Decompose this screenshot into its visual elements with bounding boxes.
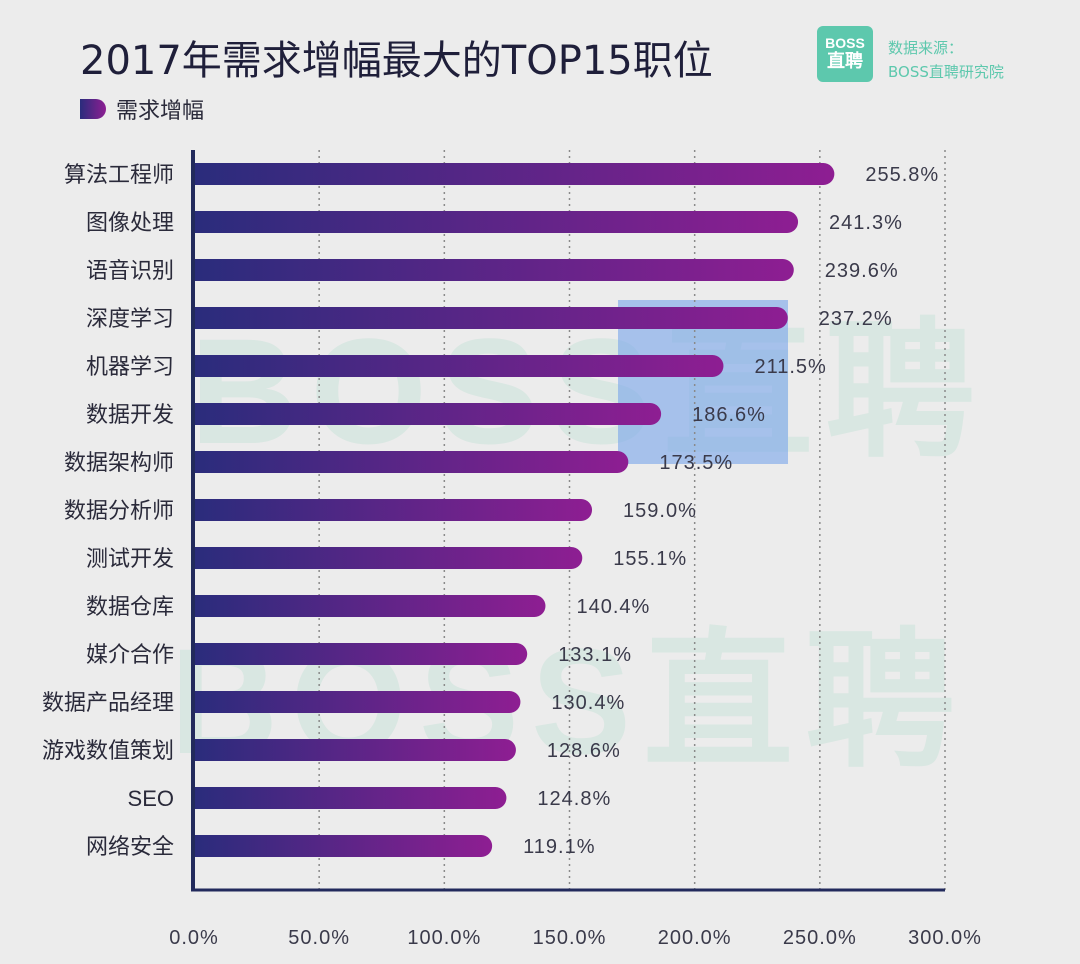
bar (194, 403, 662, 425)
bar (194, 547, 583, 569)
x-tick-label: 100.0% (407, 927, 481, 949)
x-tick-label: 0.0% (169, 927, 219, 949)
bar (194, 451, 629, 473)
value-label: 133.1% (558, 644, 632, 666)
category-label: 图像处理 (86, 210, 174, 235)
legend: 需求增幅 (80, 94, 204, 124)
source-label: 数据来源： (888, 39, 964, 57)
category-label: 数据开发 (86, 402, 174, 427)
category-label: 算法工程师 (64, 162, 174, 187)
bar (194, 307, 788, 329)
value-label: 241.3% (829, 212, 903, 234)
value-label: 186.6% (692, 404, 766, 426)
category-label: 媒介合作 (86, 642, 174, 667)
bar (194, 595, 546, 617)
data-source: 数据来源： BOSS直聘研究院 (888, 36, 1004, 84)
boss-logo: BOSS 直聘 (817, 26, 873, 82)
x-tick-label: 150.0% (533, 927, 607, 949)
category-label: SEO (128, 786, 174, 811)
category-label: 网络安全 (86, 834, 174, 859)
value-label: 119.1% (523, 836, 595, 858)
bar (194, 691, 521, 713)
value-label: 159.0% (623, 500, 697, 522)
bar (194, 259, 794, 281)
bar (194, 499, 593, 521)
value-label: 255.8% (865, 164, 939, 186)
bar (194, 211, 799, 233)
category-label: 测试开发 (86, 546, 174, 571)
value-label: 155.1% (613, 548, 687, 570)
x-tick-label: 50.0% (288, 927, 350, 949)
category-label: 数据分析师 (64, 498, 174, 523)
logo-text-top: BOSS (825, 35, 865, 51)
value-label: 173.5% (659, 452, 733, 474)
axes (191, 150, 945, 892)
bar (194, 355, 724, 377)
category-label: 深度学习 (86, 306, 174, 331)
chart-title: 2017年需求增幅最大的TOP15职位 (80, 38, 713, 84)
value-label: 130.4% (551, 692, 625, 714)
value-label: 239.6% (825, 260, 899, 282)
bar (194, 643, 528, 665)
category-label: 游戏数值策划 (42, 738, 174, 763)
value-label: 237.2% (819, 308, 893, 330)
logo-text-bottom: 直聘 (827, 51, 863, 72)
value-label: 140.4% (576, 596, 650, 618)
value-label: 128.6% (547, 740, 621, 762)
category-label: 数据产品经理 (42, 690, 174, 715)
value-label: 211.5% (754, 356, 826, 378)
bar (194, 163, 835, 185)
value-label: 124.8% (537, 788, 611, 810)
category-label: 数据架构师 (64, 450, 174, 475)
legend-swatch (80, 99, 106, 119)
bar (194, 787, 507, 809)
category-label: 语音识别 (86, 258, 174, 283)
category-label: 数据仓库 (86, 594, 174, 619)
x-tick-label: 200.0% (658, 927, 732, 949)
labels: 0.0% 50.0% 100.0% 150.0% 200.0% 250.0% 300.0% 算… (42, 162, 982, 949)
x-tick-label: 250.0% (783, 927, 857, 949)
bar (194, 739, 516, 761)
source-name: BOSS直聘研究院 (888, 63, 1004, 81)
bars (194, 163, 835, 858)
bar (194, 835, 493, 858)
x-tick-label: 300.0% (908, 927, 982, 949)
category-label: 机器学习 (86, 354, 174, 379)
legend-label: 需求增幅 (116, 99, 205, 124)
